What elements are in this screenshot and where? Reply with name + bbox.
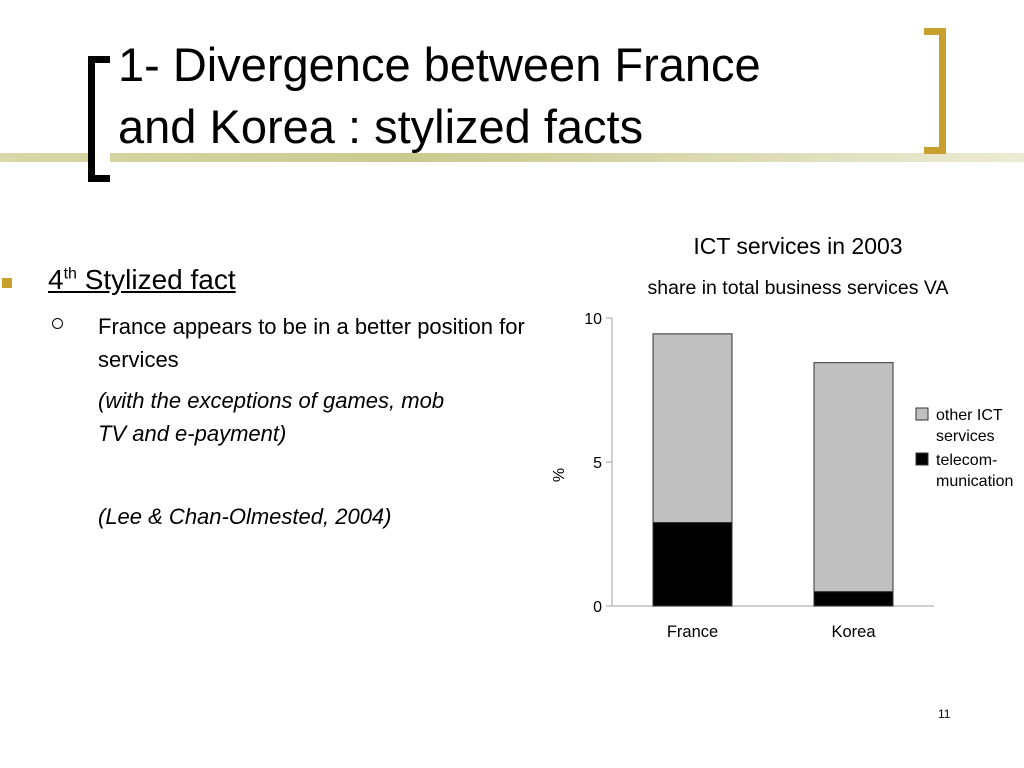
bullet-heading: 4th Stylized fact — [48, 264, 236, 296]
exceptions-note-line2: TV and e-payment) — [98, 421, 287, 446]
bullet-square-icon — [2, 278, 12, 288]
legend-label: other ICT — [936, 407, 1003, 424]
heading-text: Stylized fact — [76, 264, 236, 295]
citation-text: (Lee & Chan-Olmested, 2004) — [98, 504, 392, 529]
y-axis-label: % — [551, 468, 568, 482]
chart-legend: other ICT services telecom-munication — [915, 407, 1013, 490]
exceptions-note: (with the exceptions of games, mob TV an… — [98, 384, 546, 450]
slide-title: 1- Divergence between France and Korea :… — [118, 34, 918, 158]
bar-korea-series-1 — [813, 362, 894, 593]
ict-services-chart: ICT services in 2003 share in total busi… — [551, 233, 1013, 641]
slide-title-line1: 1- Divergence between France — [118, 38, 761, 91]
circle-bullet-icon — [52, 318, 63, 329]
legend-label: munication — [936, 473, 1013, 490]
legend-label: telecom- — [936, 452, 997, 469]
y-tick-label: 0 — [593, 599, 602, 616]
heading-superscript: th — [63, 265, 77, 283]
right-bracket-decoration — [924, 28, 946, 154]
legend-swatch — [915, 407, 929, 421]
title-underline-bar — [0, 153, 1024, 162]
legend-swatch — [915, 452, 929, 466]
y-tick-label: 5 — [593, 455, 602, 472]
bar-france-series-0 — [652, 521, 733, 607]
bar-korea-series-0 — [813, 591, 894, 607]
slide-title-line2: and Korea : stylized facts — [118, 100, 644, 153]
bar-france-series-1 — [652, 333, 733, 523]
chart-bars — [652, 333, 894, 607]
page-number: 11 — [938, 707, 951, 721]
y-tick-label: 10 — [584, 311, 602, 328]
chart-subtitle: share in total business services VA — [648, 277, 949, 299]
x-tick-label: France — [667, 623, 718, 641]
chart-title: ICT services in 2003 — [693, 233, 902, 259]
left-bracket-decoration — [88, 56, 110, 182]
x-tick-label: Korea — [831, 623, 876, 641]
bullet-point-text: France appears to be in a better positio… — [98, 314, 525, 372]
legend-label: services — [936, 428, 995, 445]
exceptions-note-line1: (with the exceptions of games, mob — [98, 388, 445, 413]
heading-number: 4 — [48, 264, 64, 295]
